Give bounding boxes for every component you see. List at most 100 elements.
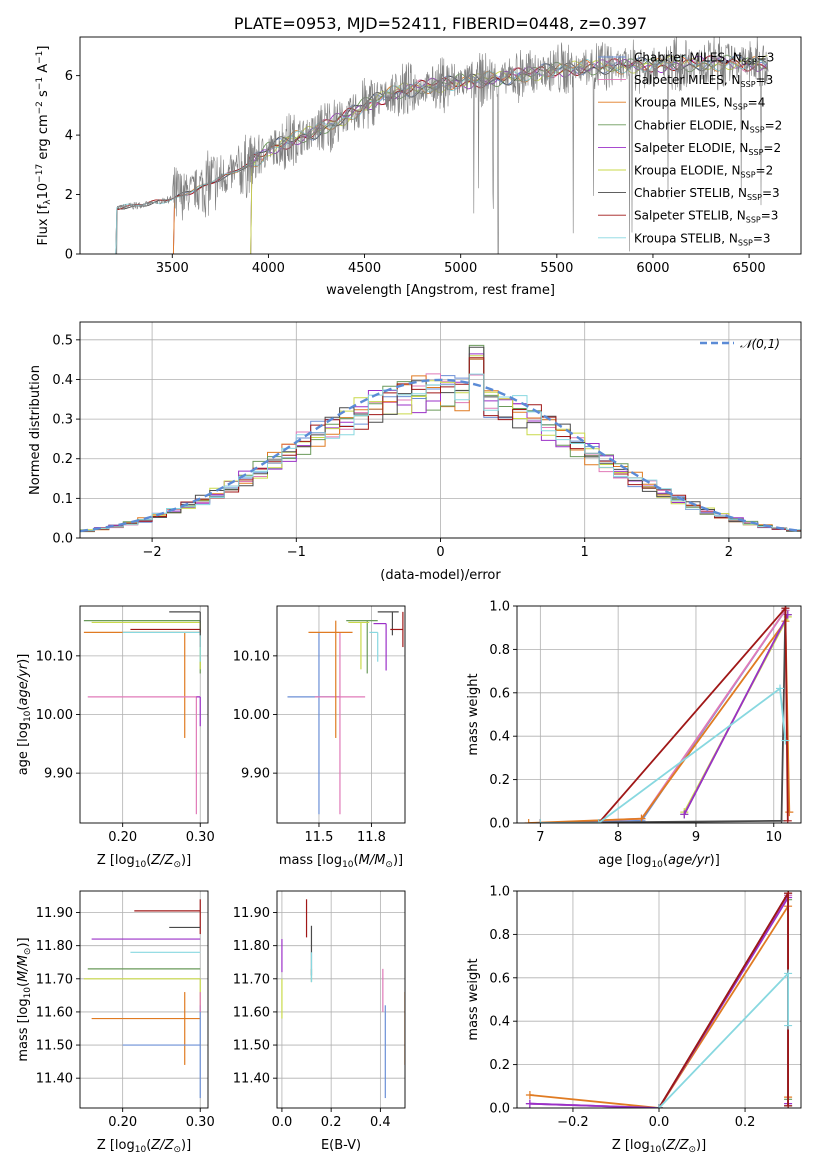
y-axis-label: mass [log10(M/M⊙)]: [16, 937, 33, 1061]
legend-label: Salpeter ELODIE, NSSP=2: [634, 141, 781, 157]
mass-weight-marker: [775, 684, 784, 693]
histogram-step: [80, 373, 801, 532]
y-tick-label: 0.3: [52, 413, 73, 428]
y-tick-label: 0.6: [489, 686, 510, 701]
errorbar-point: [314, 632, 366, 815]
plot-area: [83, 611, 201, 815]
y-tick-label: 11.50: [36, 1039, 73, 1054]
y-tick-label: 0.5: [52, 333, 73, 348]
y-tick-label: 11.80: [233, 939, 270, 954]
plot-area: [80, 344, 801, 533]
mass-weight-line: [658, 971, 789, 1108]
mass-weight-marker: [784, 1021, 793, 1030]
y-tick-label: 0.4: [52, 373, 73, 388]
chart-title: PLATE=0953, MJD=52411, FIBERID=0448, z=0…: [234, 14, 647, 33]
errorbar-point: [169, 611, 201, 636]
mass-weight-line: [658, 891, 789, 1108]
y-tick-label: 6: [65, 69, 73, 84]
mass-weight-marker: [784, 969, 793, 978]
x-tick-label: 3500: [156, 261, 189, 276]
mass-weight-marker: [781, 606, 790, 613]
x-tick-label: 9: [692, 830, 700, 845]
x-tick-label: −0.2: [557, 1115, 589, 1130]
plot-area: [525, 891, 793, 1108]
y-tick-label: 0.0: [52, 532, 73, 547]
errorbar-point: [83, 978, 201, 1012]
x-tick-label: 11.8: [357, 830, 386, 845]
observed-spectrum: [115, 37, 769, 254]
y-tick-label: 11.60: [233, 1005, 270, 1020]
mass-weight-line: [540, 686, 787, 823]
x-axis-label: wavelength [Angstrom, rest frame]: [326, 283, 555, 298]
y-tick-label: 10.10: [36, 649, 73, 664]
chart-mass_vs_EBV: 0.0 0.2 0.4 11.40 11.50 11.60 11.70 11.80 11.90 E…: [233, 890, 406, 1153]
legend-label: Kroupa ELODIE, NSSP=2: [634, 164, 773, 180]
plot-area: [524, 606, 794, 823]
x-axis-label: Z [log10(Z/Z⊙)]: [97, 853, 191, 870]
y-axis-label: Flux [fλ10−17 erg cm−2 s−1 A−1]: [35, 46, 53, 246]
x-tick-label: 8: [614, 830, 622, 845]
y-tick-label: 0.0: [489, 817, 510, 832]
mass-weight-line: [540, 606, 789, 823]
normal-reference-curve: [80, 378, 801, 533]
y-tick-label: 10.00: [233, 708, 270, 723]
x-tick-label: 1: [581, 545, 589, 560]
mass-weight-marker: [781, 736, 790, 745]
y-tick-label: 11.80: [36, 939, 73, 954]
mass-weight-line: [683, 614, 789, 815]
x-axis-label: (data-model)/error: [380, 568, 501, 583]
x-tick-label: 0.0: [649, 1115, 670, 1130]
y-tick-label: 0.0: [489, 1102, 510, 1117]
x-tick-label: 5000: [444, 261, 477, 276]
legend-label: Chabrier ELODIE, NSSP=2: [634, 118, 782, 134]
mass-weight-marker: [594, 819, 603, 823]
plot-area: [281, 899, 405, 1099]
errorbar-point: [83, 620, 201, 674]
x-tick-label: 0: [436, 545, 444, 560]
x-tick-label: 4500: [348, 261, 381, 276]
x-tick-label: 4000: [252, 261, 285, 276]
x-axis-label: age [log10(age/yr)]: [598, 853, 720, 870]
mass-weight-marker: [536, 819, 545, 823]
x-tick-label: 5500: [540, 261, 573, 276]
mass-weight-marker: [680, 810, 689, 819]
y-tick-label: 0.2: [489, 1058, 510, 1073]
y-tick-label: 1.0: [489, 885, 510, 900]
legend-label: Kroupa STELIB, NSSP=3: [634, 231, 771, 247]
y-tick-label: 11.50: [233, 1039, 270, 1054]
legend-label: Chabrier STELIB, NSSP=3: [634, 186, 780, 202]
y-tick-label: 0.4: [489, 1015, 510, 1030]
y-tick-label: 0.6: [489, 971, 510, 986]
histogram-step: [80, 357, 801, 532]
errorbar-point: [373, 622, 387, 671]
x-tick-label: 0.2: [735, 1115, 756, 1130]
y-tick-label: 1.0: [489, 600, 510, 615]
y-axis-label: Normed distribution: [28, 365, 43, 495]
x-tick-label: −2: [143, 545, 162, 560]
errorbar-point: [390, 611, 404, 648]
mass-weight-marker: [784, 891, 793, 898]
y-tick-label: 10.10: [233, 649, 270, 664]
chart-spectrum: 3500 4000 4500 5000 5500 6000 6500 0 2 4 6 PLATE=09…: [35, 14, 802, 298]
x-axis-label: Z [log10(Z/Z⊙)]: [97, 1138, 191, 1155]
y-tick-label: 0.1: [52, 492, 73, 507]
y-axis-label: age [log10(age/yr)]: [16, 654, 33, 776]
errorbar-point: [134, 899, 201, 935]
y-tick-label: 11.90: [36, 906, 73, 921]
mass-weight-marker: [655, 1104, 663, 1108]
x-tick-label: 0.20: [108, 1115, 137, 1130]
y-tick-label: 11.70: [233, 972, 270, 987]
x-tick-label: 0.20: [108, 830, 137, 845]
y-tick-label: 9.90: [241, 767, 270, 782]
axes-frame: [276, 890, 406, 1109]
x-tick-label: 10: [765, 830, 782, 845]
x-tick-label: 6000: [636, 261, 669, 276]
errorbar-point: [346, 620, 378, 674]
y-tick-label: 0: [65, 248, 73, 263]
errorbar-point: [369, 631, 379, 662]
mass-weight-marker: [784, 1101, 793, 1108]
chart-age_vs_Z: 0.20 0.30 9.90 10.00 10.10 Z [log10(Z/Z⊙)] age…: [16, 605, 215, 870]
y-tick-label: 9.90: [44, 767, 73, 782]
axes-frame: [516, 605, 802, 824]
